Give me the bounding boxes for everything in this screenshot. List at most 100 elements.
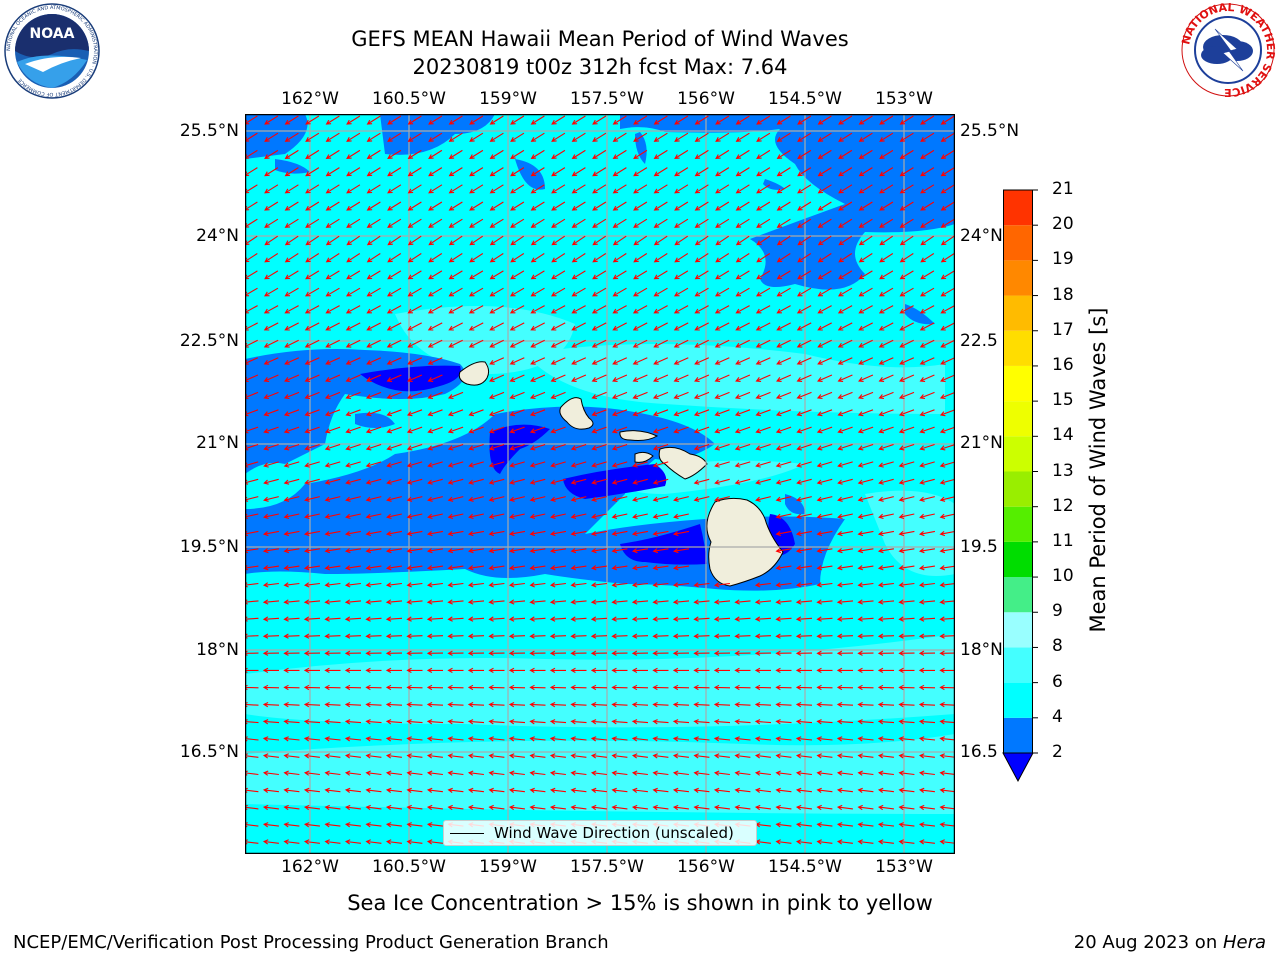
wind-wave-arrow xyxy=(447,667,464,673)
wind-wave-arrow xyxy=(672,565,689,571)
wind-wave-arrow xyxy=(305,287,320,297)
colorbar-label: 2 xyxy=(1052,742,1063,762)
wind-wave-arrow xyxy=(631,787,648,793)
wind-wave-arrow xyxy=(776,357,792,365)
wind-wave-arrow xyxy=(611,496,628,502)
wind-wave-arrow xyxy=(652,548,669,554)
wind-wave-arrow xyxy=(489,167,504,177)
wind-wave-arrow xyxy=(838,132,853,142)
colorbar-cell xyxy=(1003,295,1033,331)
wind-wave-arrow xyxy=(387,270,402,280)
wind-wave-arrow xyxy=(447,548,464,554)
wind-wave-arrow xyxy=(488,426,505,434)
wind-wave-arrow xyxy=(508,548,525,554)
wind-wave-arrow xyxy=(816,391,833,400)
wind-wave-arrow xyxy=(549,582,566,588)
wind-wave-arrow xyxy=(755,322,771,331)
footer-date: 20 Aug 2023 on Hera xyxy=(1074,932,1266,953)
wind-wave-arrow xyxy=(284,149,299,160)
wind-wave-arrow xyxy=(284,374,300,382)
wind-wave-arrow xyxy=(571,149,586,160)
wind-wave-arrow xyxy=(939,839,955,845)
wind-wave-arrow xyxy=(304,496,320,502)
wind-wave-arrow xyxy=(467,719,485,725)
wind-wave-arrow xyxy=(816,426,833,434)
wind-wave-arrow xyxy=(529,461,546,468)
wind-wave-arrow xyxy=(467,804,484,811)
wind-wave-arrow xyxy=(365,530,382,537)
wind-wave-arrow xyxy=(550,496,566,502)
wind-wave-arrow xyxy=(406,582,423,588)
wind-wave-arrow xyxy=(652,753,669,759)
wind-wave-arrow xyxy=(345,409,361,417)
wind-wave-arrow xyxy=(857,787,874,793)
wind-wave-arrow xyxy=(530,322,545,331)
wind-wave-arrow xyxy=(365,548,382,554)
wind-wave-arrow xyxy=(447,513,464,520)
wind-wave-arrow xyxy=(365,565,382,571)
wind-wave-arrow xyxy=(571,287,586,297)
wind-wave-arrow xyxy=(550,305,566,314)
wind-wave-arrow xyxy=(631,548,648,554)
wind-wave-arrow xyxy=(468,478,484,485)
wind-wave-arrow xyxy=(550,443,566,451)
lon-tick-top-3: 159°W xyxy=(479,89,537,109)
colorbar-ticks xyxy=(1032,189,1038,754)
wind-wave-arrow xyxy=(920,149,935,160)
wind-wave-arrow xyxy=(858,305,873,314)
wind-wave-arrow xyxy=(550,426,566,434)
wind-wave-arrow xyxy=(570,530,587,537)
wind-wave-arrow xyxy=(303,839,320,845)
wind-wave-arrow xyxy=(570,582,587,588)
lon-tick-top-7: 153°W xyxy=(875,89,933,109)
wind-wave-arrow xyxy=(406,565,423,571)
wind-wave-arrow xyxy=(939,478,955,485)
wind-wave-arrow xyxy=(693,478,710,485)
wind-wave-arrow xyxy=(674,253,689,263)
wind-wave-arrow xyxy=(652,702,669,708)
wind-wave-arrow xyxy=(387,201,402,211)
wind-wave-arrow xyxy=(611,565,628,571)
wind-wave-arrow xyxy=(715,149,730,160)
wind-wave-arrow xyxy=(735,374,751,382)
wind-wave-arrow xyxy=(386,374,402,382)
wind-wave-arrow xyxy=(735,322,750,331)
wind-wave-arrow xyxy=(447,530,464,537)
wind-wave-arrow xyxy=(407,184,422,194)
wind-wave-arrow xyxy=(304,339,320,348)
wind-wave-arrow xyxy=(714,339,730,348)
wind-wave-arrow xyxy=(775,599,792,605)
wind-wave-arrow xyxy=(346,167,361,177)
colorbar-cell xyxy=(1003,506,1033,542)
wind-wave-arrow xyxy=(899,253,914,263)
wind-wave-arrow xyxy=(776,305,791,314)
wind-wave-arrow xyxy=(940,322,955,331)
wind-wave-arrow xyxy=(591,496,607,502)
wind-wave-arrow xyxy=(447,616,464,622)
wind-wave-arrow xyxy=(612,149,627,160)
wind-wave-arrow xyxy=(529,667,546,673)
wind-wave-arrow xyxy=(674,287,689,297)
wind-wave-arrow xyxy=(775,461,792,468)
wind-wave-arrow xyxy=(734,650,751,656)
wind-wave-arrow xyxy=(878,409,894,417)
wind-wave-arrow xyxy=(795,599,813,605)
wind-wave-arrow xyxy=(283,443,300,451)
wind-wave-arrow xyxy=(756,287,771,297)
wind-wave-arrow xyxy=(898,530,915,537)
wind-wave-arrow xyxy=(672,633,690,639)
wind-wave-arrow xyxy=(877,753,894,759)
wind-wave-arrow xyxy=(899,184,914,194)
wind-wave-arrow xyxy=(858,322,873,331)
wind-wave-arrow xyxy=(387,167,402,177)
wind-wave-arrow xyxy=(612,218,627,228)
wind-wave-arrow xyxy=(693,443,710,451)
wind-wave-arrow xyxy=(366,132,381,142)
wind-wave-arrow xyxy=(877,736,895,742)
wind-wave-arrow xyxy=(878,426,894,434)
wind-wave-arrow xyxy=(303,804,320,811)
wind-wave-arrow xyxy=(488,478,505,485)
wind-wave-arrow xyxy=(304,357,320,365)
lat-tick-right-4: 21°N xyxy=(960,433,1003,453)
wind-wave-arrow xyxy=(324,478,341,485)
